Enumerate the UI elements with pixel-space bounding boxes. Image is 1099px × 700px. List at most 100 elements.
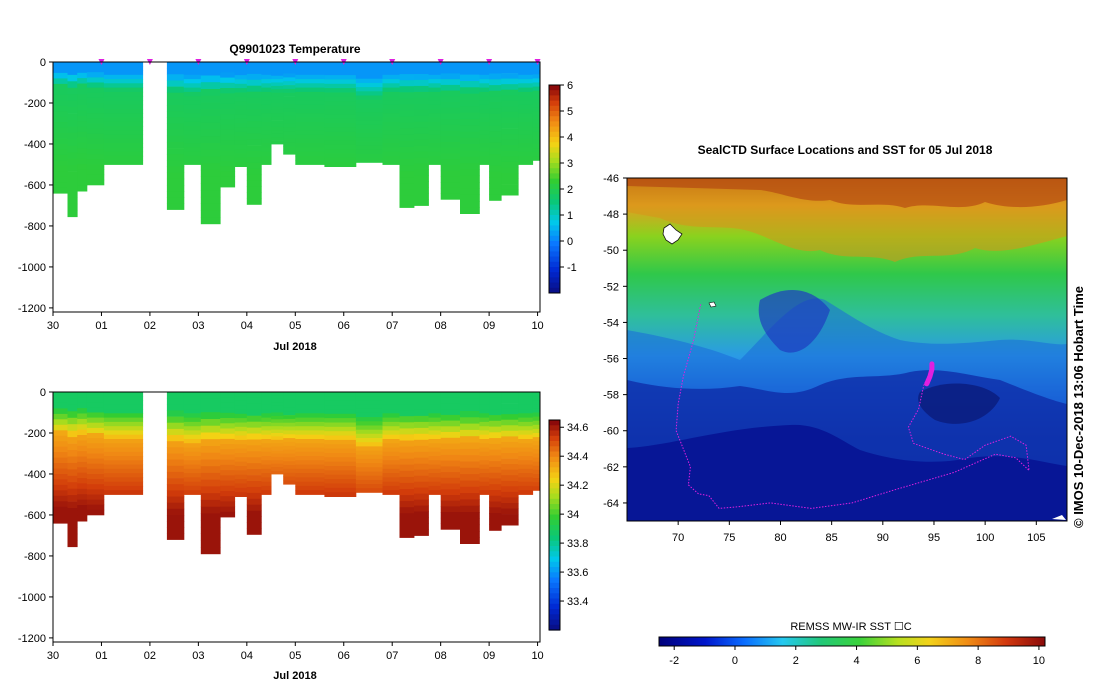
profile-cell (295, 409, 325, 414)
profile-cell (183, 468, 202, 474)
profile-cell (67, 540, 78, 548)
profile-cell (501, 508, 519, 515)
profile-cell (414, 451, 429, 459)
profile-cell (382, 468, 400, 474)
profile-cell (271, 109, 284, 114)
profile-cell (261, 87, 272, 93)
profile-cell (86, 484, 105, 490)
profile-cell (103, 413, 144, 418)
profile-cell (103, 138, 144, 144)
profile-cell (166, 496, 185, 503)
profile-cell (382, 62, 400, 67)
profile-cell (183, 91, 202, 97)
profile-cell (479, 417, 490, 423)
profile-cell (324, 118, 357, 124)
profile-cell (67, 520, 78, 528)
profile-cell (103, 151, 144, 157)
y-tick-label: -1000 (18, 262, 46, 274)
profile-cell (220, 171, 236, 177)
profile-cell (428, 83, 441, 88)
profile-cell (518, 91, 534, 97)
profile-cell (77, 137, 88, 144)
profile-cell (246, 415, 262, 422)
profile-cell (103, 460, 144, 465)
profile-cell (355, 429, 383, 435)
profile-cell (271, 89, 284, 94)
profile-cell (183, 413, 202, 418)
profile-cell (501, 111, 519, 118)
profile-cell (355, 454, 383, 460)
profile-cell (479, 147, 490, 153)
profile-cell (271, 450, 284, 454)
profile-cell (440, 523, 461, 530)
profile-cell (324, 413, 357, 419)
profile-cell (501, 184, 519, 190)
profile-cell (440, 437, 461, 444)
profile-cell (86, 62, 105, 68)
profile-cell (460, 537, 480, 544)
colorbar-segment (549, 462, 560, 468)
temperature-heatmap (53, 62, 541, 225)
profile-cell (295, 91, 325, 97)
profile-cell (166, 185, 185, 192)
profile-cell (77, 185, 88, 192)
profile-cell (532, 424, 541, 430)
profile-cell (183, 456, 202, 461)
profile-cell (382, 434, 400, 440)
profile-cell (77, 494, 88, 500)
profile-cell (518, 143, 534, 148)
profile-cell (246, 145, 262, 152)
profile-cell (200, 446, 221, 454)
lon-tick-label: 70 (672, 532, 684, 544)
profile-cell (428, 96, 441, 101)
profile-cell (200, 163, 221, 171)
continent-edge-marker (1052, 515, 1066, 520)
profile-cell (220, 161, 236, 167)
profile-cell (53, 67, 68, 74)
colorbar-segment (549, 430, 560, 437)
profile-cell (86, 468, 105, 475)
profile-cell (283, 480, 296, 485)
profile-cell (166, 404, 185, 411)
profile-cell (53, 452, 68, 458)
profile-cell (77, 472, 88, 479)
colorbar-tick-label: -1 (567, 262, 577, 274)
profile-cell (428, 155, 441, 161)
profile-cell (200, 129, 221, 137)
profile-cell (460, 467, 480, 475)
profile-cell (53, 62, 68, 68)
profile-cell (355, 433, 383, 439)
profile-cell (183, 96, 202, 101)
profile-cell (428, 421, 441, 427)
x-tick-label: 03 (192, 320, 204, 332)
profile-cell (77, 78, 88, 84)
profile-cell (355, 62, 383, 67)
profile-cell (399, 165, 415, 172)
y-tick-label: -400 (24, 469, 46, 481)
profile-cell (440, 506, 461, 513)
profile-cell (428, 117, 441, 123)
profile-cell (200, 526, 221, 534)
profile-cell (67, 74, 78, 82)
profile-cell (271, 470, 284, 475)
profile-cell (271, 395, 284, 400)
profile-cell (324, 392, 357, 397)
profile-cell (428, 100, 441, 106)
profile-cell (324, 105, 357, 111)
profile-cell (283, 131, 296, 136)
profile-cell (271, 130, 284, 135)
profile-cell (295, 87, 325, 93)
profile-cell (53, 512, 68, 519)
profile-cell (200, 405, 221, 413)
profile-cell (440, 517, 461, 524)
profile-cell (382, 79, 400, 84)
profile-cell (103, 160, 144, 165)
profile-cell (324, 88, 357, 93)
profile-cell (220, 454, 236, 461)
profile-cell (86, 133, 105, 140)
profile-cell (234, 483, 248, 489)
profile-cell (220, 93, 236, 99)
profile-cell (220, 506, 236, 513)
profile-cell (382, 113, 400, 118)
profile-cell (166, 172, 185, 180)
